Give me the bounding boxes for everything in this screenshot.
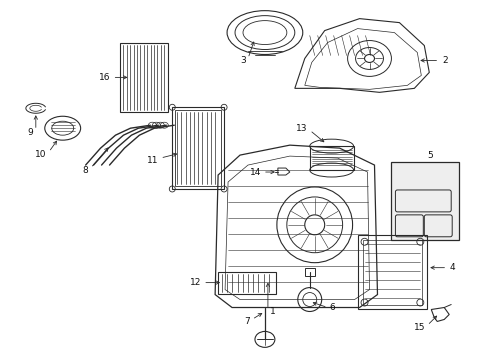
Text: 4: 4 bbox=[449, 263, 455, 272]
Bar bbox=[172, 107, 224, 189]
Text: 6: 6 bbox=[330, 303, 336, 312]
Bar bbox=[218, 272, 276, 293]
Text: 2: 2 bbox=[442, 56, 448, 65]
Text: 14: 14 bbox=[249, 167, 261, 176]
Text: 16: 16 bbox=[99, 73, 111, 82]
Text: 7: 7 bbox=[244, 317, 250, 326]
Bar bbox=[310, 146, 354, 170]
Text: 8: 8 bbox=[83, 166, 89, 175]
Bar bbox=[392, 162, 459, 240]
Text: 3: 3 bbox=[240, 56, 246, 65]
Bar bbox=[305, 268, 315, 276]
Text: 11: 11 bbox=[147, 156, 158, 165]
Text: 5: 5 bbox=[427, 150, 433, 159]
Text: 10: 10 bbox=[35, 150, 47, 159]
Text: 15: 15 bbox=[414, 323, 425, 332]
Bar bbox=[175, 110, 221, 186]
Text: 13: 13 bbox=[296, 124, 308, 133]
Text: 1: 1 bbox=[270, 307, 276, 316]
Bar bbox=[121, 42, 168, 112]
Text: 12: 12 bbox=[190, 278, 201, 287]
Text: 9: 9 bbox=[27, 128, 33, 137]
